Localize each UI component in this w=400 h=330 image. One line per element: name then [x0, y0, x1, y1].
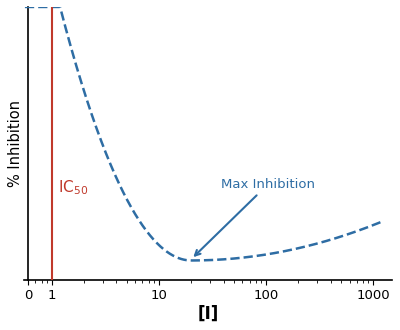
Y-axis label: % Inhibition: % Inhibition — [8, 100, 22, 187]
X-axis label: [I]: [I] — [198, 305, 219, 323]
Text: IC$_{50}$: IC$_{50}$ — [58, 179, 89, 197]
Text: Max Inhibition: Max Inhibition — [195, 178, 315, 255]
